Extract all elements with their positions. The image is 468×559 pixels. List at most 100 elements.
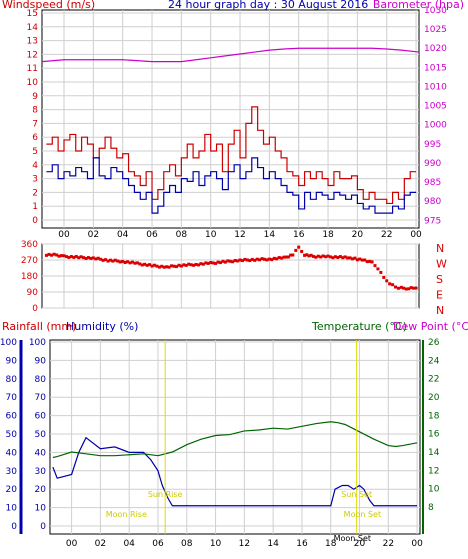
y-tick-label: 270	[21, 256, 38, 266]
direction-point	[373, 264, 377, 268]
gust-line	[46, 106, 417, 205]
direction-point	[72, 255, 76, 259]
direction-point	[336, 256, 340, 260]
direction-point	[218, 261, 222, 265]
direction-point	[155, 264, 159, 268]
x-tick-label: 02	[88, 230, 99, 240]
x-tick-label: 02	[95, 539, 106, 549]
rain-tick-label: 70	[6, 393, 18, 403]
y2-tick-label: 1020	[424, 44, 447, 54]
dewpoint-label: Dew Point (°C)	[393, 320, 468, 333]
direction-point	[316, 254, 320, 258]
humidity-axis: 0 10 20 30 40 50 60 70 80 90 100	[29, 338, 46, 532]
x-tick-label: 12	[234, 230, 245, 240]
direction-point	[363, 258, 367, 262]
x-tick-label: 22	[381, 230, 392, 240]
direction-point	[280, 256, 284, 260]
temp-tick-label: 20	[428, 393, 440, 403]
direction-point	[243, 257, 247, 261]
direction-point	[414, 286, 418, 290]
barometer-axis: 975 980 985 990 995 1000 1005 1010 1015 1020 1025 1…	[424, 6, 447, 226]
direction-point	[324, 255, 328, 259]
y-tick-label: 3	[32, 175, 38, 185]
direction-point	[396, 286, 400, 290]
x-tick-label: 16	[293, 230, 305, 240]
direction-point	[328, 255, 332, 259]
rain-tick-label: 40	[6, 448, 18, 458]
series-group	[52, 421, 418, 507]
y-tick-label: 14	[27, 23, 39, 33]
direction-point	[267, 257, 271, 261]
y2-tick-label: 1015	[424, 63, 447, 73]
direction-point	[172, 264, 176, 268]
direction-point	[143, 262, 147, 266]
panel-frame	[41, 9, 420, 229]
direction-point	[250, 257, 254, 261]
rain-tick-label: 10	[6, 504, 18, 514]
direction-point	[272, 256, 276, 260]
direction-point	[365, 260, 369, 264]
y-tick-label: 8	[32, 106, 38, 116]
direction-point	[60, 254, 64, 258]
direction-point	[407, 287, 411, 291]
astro-label: Moon Set	[334, 534, 371, 543]
y2-tick-label: 1025	[424, 25, 447, 35]
y2-tick-label: 985	[424, 178, 441, 188]
humidity-tick-label: 50	[35, 430, 47, 440]
temperature-axis: 8 10 12 14 16 18 20 22 24 26	[428, 338, 440, 513]
direction-point	[338, 255, 342, 259]
rain-tick-label: 30	[6, 467, 18, 477]
direction-point	[209, 260, 213, 264]
x-tick-label: 04	[117, 230, 129, 240]
direction-point	[113, 258, 117, 262]
rainfall-label: Rainfall (mm)	[2, 320, 76, 333]
x-tick-label: 06	[146, 230, 158, 240]
direction-point	[231, 260, 235, 264]
compass-label: W	[436, 258, 447, 271]
direction-point	[148, 263, 152, 267]
x-tick-label: 22	[383, 539, 394, 549]
x-tick-label: 10	[210, 539, 222, 549]
y2-tick-label: 1000	[424, 121, 447, 131]
y-tick-label: 10	[27, 78, 39, 88]
x-tick-label: 12	[239, 539, 250, 549]
y-tick-label: 0	[32, 304, 38, 314]
direction-point	[47, 252, 51, 256]
direction-point	[74, 254, 78, 258]
direction-point	[309, 253, 313, 257]
direction-point	[385, 279, 389, 283]
direction-point	[101, 258, 105, 262]
direction-point	[55, 253, 59, 257]
rainfall-axis: 0 10 20 30 40 50 60 70 80 90 100	[0, 338, 17, 532]
direction-point	[319, 255, 323, 259]
x-tick-label: 00	[66, 539, 78, 549]
direction-point	[67, 255, 71, 259]
direction-point	[399, 285, 403, 289]
y-tick-label: 6	[32, 133, 38, 143]
direction-point	[138, 262, 142, 266]
temperature-label: Temperature (°C)	[311, 320, 407, 333]
direction-point	[370, 260, 374, 264]
x-tick-label: 08	[176, 230, 188, 240]
direction-point	[57, 254, 61, 258]
direction-point	[182, 263, 186, 267]
direction-point	[77, 256, 81, 260]
direction-point	[379, 270, 383, 274]
direction-point	[177, 263, 181, 267]
direction-point	[353, 256, 357, 260]
humidity-tick-label: 0	[40, 522, 46, 532]
direction-point	[248, 259, 252, 263]
direction-point	[226, 259, 230, 263]
astro-label: Sun Set	[341, 490, 372, 499]
direction-point	[152, 263, 156, 267]
rain-tick-label: 90	[6, 356, 18, 366]
direction-point	[192, 263, 196, 267]
temp-tick-label: 18	[428, 411, 440, 421]
direction-point	[216, 260, 220, 264]
astro-label: Moon Set	[344, 510, 381, 519]
direction-point	[128, 261, 132, 265]
direction-point	[118, 260, 122, 264]
